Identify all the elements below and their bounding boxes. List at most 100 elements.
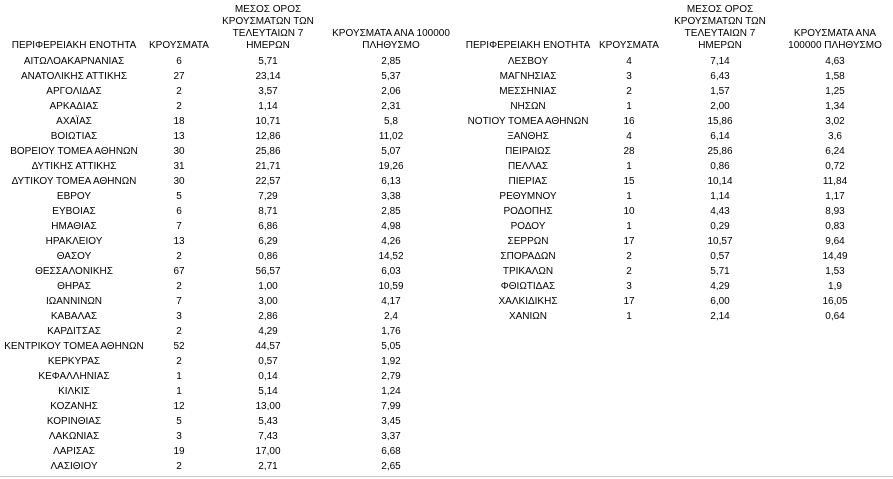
avg7-cell: 4,29 bbox=[258, 326, 278, 337]
cases-cell: 2 bbox=[176, 281, 182, 292]
per100k-cell: 9,64 bbox=[825, 236, 845, 247]
table-row: ΑΡΓΟΛΙΔΑΣ 2 3,57 2,06 bbox=[0, 84, 456, 99]
per100k-cell: 2,85 bbox=[381, 206, 401, 217]
per100k-cell: 16,05 bbox=[822, 296, 848, 307]
table-row: ΚΑΡΔΙΤΣΑΣ 2 4,29 1,76 bbox=[0, 324, 456, 339]
right-table-header: ΠΕΡΙΦΕΡΕΙΑΚΗ ΕΝΟΤΗΤΑ ΚΡΟΥΣΜΑΤΑ ΜΕΣΟΣ ΟΡΟ… bbox=[459, 0, 891, 54]
avg7-cell: 5,71 bbox=[710, 266, 730, 277]
avg7-cell: 10,57 bbox=[707, 236, 733, 247]
region-cell: ΑΡΚΑΔΙΑΣ bbox=[49, 101, 99, 112]
per100k-cell: 1,34 bbox=[825, 101, 845, 112]
table-row: ΘΕΣΣΑΛΟΝΙΚΗΣ 67 56,57 6,03 bbox=[0, 264, 456, 279]
cases-cell: 4 bbox=[626, 131, 632, 142]
table-row: ΙΩΑΝΝΙΝΩΝ 7 3,00 4,17 bbox=[0, 294, 456, 309]
avg7-cell: 2,71 bbox=[258, 461, 278, 472]
table-row: ΜΕΣΣΗΝΙΑΣ 2 1,57 1,25 bbox=[459, 84, 891, 99]
avg7-cell: 7,14 bbox=[710, 56, 730, 67]
region-cell: ΣΠΟΡΑΔΩΝ bbox=[500, 251, 556, 262]
table-row: ΠΕΙΡΑΙΩΣ 28 25,86 6,24 bbox=[459, 144, 891, 159]
table-row: ΡΕΘΥΜΝΟΥ 1 1,14 1,17 bbox=[459, 189, 891, 204]
per100k-cell: 8,93 bbox=[825, 206, 845, 217]
per100k-cell: 4,26 bbox=[381, 236, 401, 247]
cases-cell: 18 bbox=[173, 116, 185, 127]
table-row: ΚΑΒΑΛΑΣ 3 2,86 2,4 bbox=[0, 309, 456, 324]
avg7-cell: 10,71 bbox=[255, 116, 281, 127]
cases-cell: 2 bbox=[176, 101, 182, 112]
cases-cell: 31 bbox=[173, 161, 185, 172]
cases-cell: 2 bbox=[176, 86, 182, 97]
table-row: ΑΝΑΤΟΛΙΚΗΣ ΑΤΤΙΚΗΣ 27 23,14 5,37 bbox=[0, 69, 456, 84]
avg7-cell: 6,14 bbox=[710, 131, 730, 142]
avg7-cell: 5,14 bbox=[258, 386, 278, 397]
avg7-cell: 10,14 bbox=[707, 176, 733, 187]
table-row: ΚΕΦΑΛΛΗΝΙΑΣ 1 0,14 2,79 bbox=[0, 369, 456, 384]
cases-cell: 30 bbox=[173, 146, 185, 157]
left-table-body: ΑΙΤΩΛΟΑΚΑΡΝΑΝΙΑΣ 6 5,71 2,85 ΑΝΑΤΟΛΙΚΗΣ ΑΤΤΙ… bbox=[0, 54, 456, 474]
table-row: ΘΑΣΟΥ 2 0,86 14,52 bbox=[0, 249, 456, 264]
header-per100k: ΚΡΟΥΣΜΑΤΑ ΑΝΑ 100000 ΠΛΗΘΥΣΜΟ bbox=[788, 28, 882, 51]
right-table: ΠΕΡΙΦΕΡΕΙΑΚΗ ΕΝΟΤΗΤΑ ΚΡΟΥΣΜΑΤΑ ΜΕΣΟΣ ΟΡΟ… bbox=[459, 0, 891, 324]
avg7-cell: 0,86 bbox=[710, 161, 730, 172]
per100k-cell: 6,03 bbox=[381, 266, 401, 277]
per100k-cell: 1,58 bbox=[825, 71, 845, 82]
per100k-cell: 2,85 bbox=[381, 56, 401, 67]
table-row: ΣΕΡΡΩΝ 17 10,57 9,64 bbox=[459, 234, 891, 249]
table-row: ΒΟΙΩΤΙΑΣ 13 12,86 11,02 bbox=[0, 129, 456, 144]
cases-cell: 5 bbox=[176, 416, 182, 427]
per100k-cell: 2,79 bbox=[381, 371, 401, 382]
table-row: ΒΟΡΕΙΟΥ ΤΟΜΕΑ ΑΘΗΝΩΝ 30 25,86 5,07 bbox=[0, 144, 456, 159]
per100k-cell: 5,07 bbox=[381, 146, 401, 157]
region-cell: ΙΩΑΝΝΙΝΩΝ bbox=[45, 296, 103, 307]
region-cell: ΠΕΙΡΑΙΩΣ bbox=[505, 146, 551, 157]
avg7-cell: 44,57 bbox=[255, 341, 281, 352]
right-table-body: ΛΕΣΒΟΥ 4 7,14 4,63 ΜΑΓΝΗΣΙΑΣ 3 6,43 1,58 ΜΕΣΣΗΝΙ… bbox=[459, 54, 891, 324]
per100k-cell: 6,13 bbox=[381, 176, 401, 187]
per100k-cell: 0,64 bbox=[825, 311, 845, 322]
region-cell: ΠΕΛΛΑΣ bbox=[507, 161, 549, 172]
per100k-cell: 3,02 bbox=[825, 116, 845, 127]
region-cell: ΧΑΛΚΙΔΙΚΗΣ bbox=[498, 296, 558, 307]
cases-cell: 1 bbox=[626, 311, 632, 322]
table-row: ΡΟΔΟΠΗΣ 10 4,43 8,93 bbox=[459, 204, 891, 219]
cases-cell: 4 bbox=[626, 56, 632, 67]
per100k-cell: 1,17 bbox=[825, 191, 845, 202]
avg7-cell: 22,57 bbox=[255, 176, 281, 187]
per100k-cell: 14,49 bbox=[822, 251, 848, 262]
avg7-cell: 2,00 bbox=[710, 101, 730, 112]
table-row: ΣΠΟΡΑΔΩΝ 2 0,57 14,49 bbox=[459, 249, 891, 264]
cases-cell: 30 bbox=[173, 176, 185, 187]
region-cell: ΘΕΣΣΑΛΟΝΙΚΗΣ bbox=[35, 266, 113, 277]
region-cell: ΧΑΝΙΩΝ bbox=[508, 311, 548, 322]
table-row: ΧΑΝΙΩΝ 1 2,14 0,64 bbox=[459, 309, 891, 324]
per100k-cell: 4,17 bbox=[381, 296, 401, 307]
per100k-cell: 0,72 bbox=[825, 161, 845, 172]
per100k-cell: 2,4 bbox=[384, 311, 398, 322]
cases-cell: 2 bbox=[176, 356, 182, 367]
table-row: ΠΙΕΡΙΑΣ 15 10,14 11,84 bbox=[459, 174, 891, 189]
region-cell: ΘΗΡΑΣ bbox=[57, 281, 91, 292]
per100k-cell: 10,59 bbox=[378, 281, 404, 292]
cases-cell: 27 bbox=[173, 71, 185, 82]
table-row: ΚΟΡΙΝΘΙΑΣ 5 5,43 3,45 bbox=[0, 414, 456, 429]
table-row: ΕΥΒΟΙΑΣ 6 8,71 2,85 bbox=[0, 204, 456, 219]
bottom-divider bbox=[0, 476, 893, 477]
avg7-cell: 0,14 bbox=[258, 371, 278, 382]
region-cell: ΚΕΡΚΥΡΑΣ bbox=[47, 356, 101, 367]
per100k-cell: 3,45 bbox=[381, 416, 401, 427]
avg7-cell: 4,29 bbox=[710, 281, 730, 292]
per100k-cell: 6,24 bbox=[825, 146, 845, 157]
table-row: ΚΙΛΚΙΣ 1 5,14 1,24 bbox=[0, 384, 456, 399]
table-row: ΞΑΝΘΗΣ 4 6,14 3,6 bbox=[459, 129, 891, 144]
table-row: ΚΕΝΤΡΙΚΟΥ ΤΟΜΕΑ ΑΘΗΝΩΝ 52 44,57 5,05 bbox=[0, 339, 456, 354]
cases-cell: 3 bbox=[626, 71, 632, 82]
avg7-cell: 21,71 bbox=[255, 161, 281, 172]
region-cell: ΗΡΑΚΛΕΙΟΥ bbox=[45, 236, 103, 247]
avg7-cell: 2,14 bbox=[710, 311, 730, 322]
table-row: ΑΡΚΑΔΙΑΣ 2 1,14 2,31 bbox=[0, 99, 456, 114]
per100k-cell: 1,9 bbox=[828, 281, 842, 292]
per100k-cell: 19,26 bbox=[378, 161, 404, 172]
per100k-cell: 11,02 bbox=[378, 131, 404, 142]
cases-cell: 28 bbox=[623, 146, 635, 157]
cases-cell: 2 bbox=[626, 251, 632, 262]
avg7-cell: 23,14 bbox=[255, 71, 281, 82]
